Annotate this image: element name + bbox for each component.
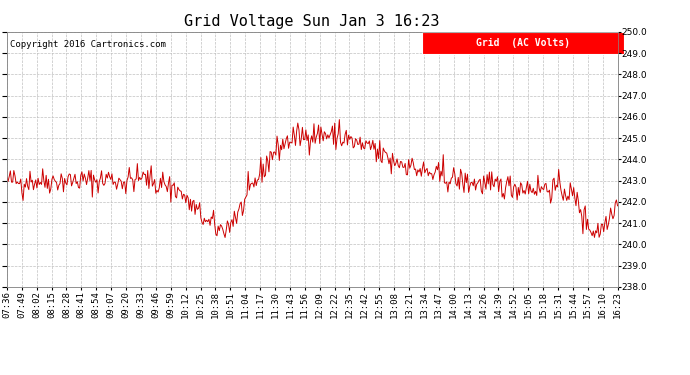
FancyBboxPatch shape [422, 32, 624, 54]
Title: Grid Voltage Sun Jan 3 16:23: Grid Voltage Sun Jan 3 16:23 [184, 14, 440, 29]
Text: Copyright 2016 Cartronics.com: Copyright 2016 Cartronics.com [10, 39, 166, 48]
Text: Grid  (AC Volts): Grid (AC Volts) [476, 38, 570, 48]
